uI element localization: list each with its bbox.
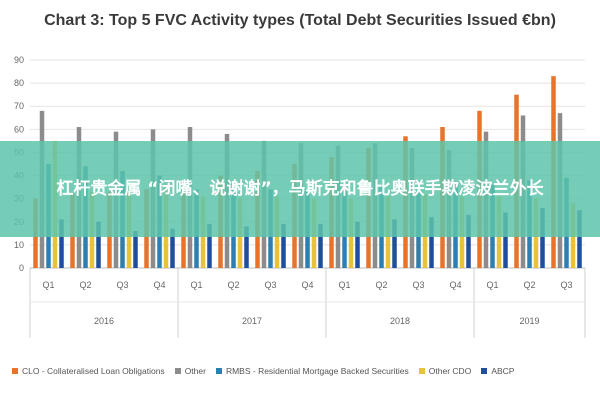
- x-tick-label: Q3: [116, 280, 128, 290]
- x-tick-label: Q4: [449, 280, 461, 290]
- legend-item: ABCP: [481, 366, 514, 376]
- legend-swatch: [481, 368, 488, 374]
- chart-title: Chart 3: Top 5 FVC Activity types (Total…: [44, 12, 556, 29]
- bar: [577, 210, 582, 268]
- bar: [318, 224, 323, 268]
- bar: [392, 219, 397, 268]
- bar: [503, 212, 508, 268]
- y-tick-label: 70: [14, 101, 24, 111]
- x-tick-label: Q3: [264, 280, 276, 290]
- bar: [244, 226, 249, 268]
- x-tick-label: Q2: [375, 280, 387, 290]
- bar: [207, 224, 212, 268]
- x-tick-label: Q3: [560, 280, 572, 290]
- bar: [59, 219, 64, 268]
- year-label: 2018: [390, 316, 410, 326]
- legend-item: RMBS - Residential Mortgage Backed Secur…: [215, 366, 409, 376]
- x-tick-label: Q1: [486, 280, 498, 290]
- x-tick-label: Q4: [153, 280, 165, 290]
- legend-item: CLO - Collateralised Loan Obligations: [12, 366, 165, 376]
- x-tick-label: Q1: [338, 280, 350, 290]
- news-overlay-banner[interactable]: 杠杆贵金属 “闭嘴、说谢谢”，马斯克和鲁比奥联手欺凌波兰外长: [0, 141, 600, 237]
- x-tick-label: Q1: [42, 280, 54, 290]
- x-tick-label: Q4: [301, 280, 313, 290]
- legend-label: CLO - Collateralised Loan Obligations: [22, 366, 165, 376]
- overlay-headline: 杠杆贵金属 “闭嘴、说谢谢”，马斯克和鲁比奥联手欺凌波兰外长: [56, 179, 544, 199]
- legend-item: Other CDO: [418, 366, 472, 376]
- legend-label: Other: [184, 366, 206, 376]
- x-tick-label: Q2: [79, 280, 91, 290]
- legend-label: ABCP: [491, 366, 515, 376]
- x-tick-label: Q2: [523, 280, 535, 290]
- bar: [540, 207, 545, 268]
- chart-legend: CLO - Collateralised Loan Obligations Oth…: [12, 366, 592, 376]
- year-label: 2016: [94, 316, 114, 326]
- y-tick-label: 10: [14, 240, 24, 250]
- bar: [170, 228, 175, 268]
- bar: [429, 217, 434, 268]
- y-tick-label: 60: [14, 124, 24, 134]
- y-tick-label: 0: [19, 263, 24, 273]
- legend-item: Other: [174, 366, 206, 376]
- legend-label: Other CDO: [428, 366, 472, 376]
- bar: [133, 231, 138, 268]
- legend-swatch: [174, 368, 181, 374]
- year-label: 2017: [242, 316, 262, 326]
- year-label: 2019: [519, 316, 539, 326]
- legend-swatch: [215, 368, 222, 374]
- legend-swatch: [12, 368, 18, 374]
- bar: [466, 214, 471, 268]
- y-tick-label: 80: [14, 78, 24, 88]
- y-tick-label: 90: [14, 55, 24, 65]
- legend-label: RMBS - Residential Mortgage Backed Secur…: [225, 366, 409, 376]
- bar: [281, 224, 286, 268]
- legend-swatch: [418, 368, 425, 374]
- x-tick-label: Q3: [412, 280, 424, 290]
- x-tick-label: Q2: [227, 280, 239, 290]
- x-tick-label: Q1: [190, 280, 202, 290]
- bar: [355, 221, 360, 268]
- bar: [96, 221, 101, 268]
